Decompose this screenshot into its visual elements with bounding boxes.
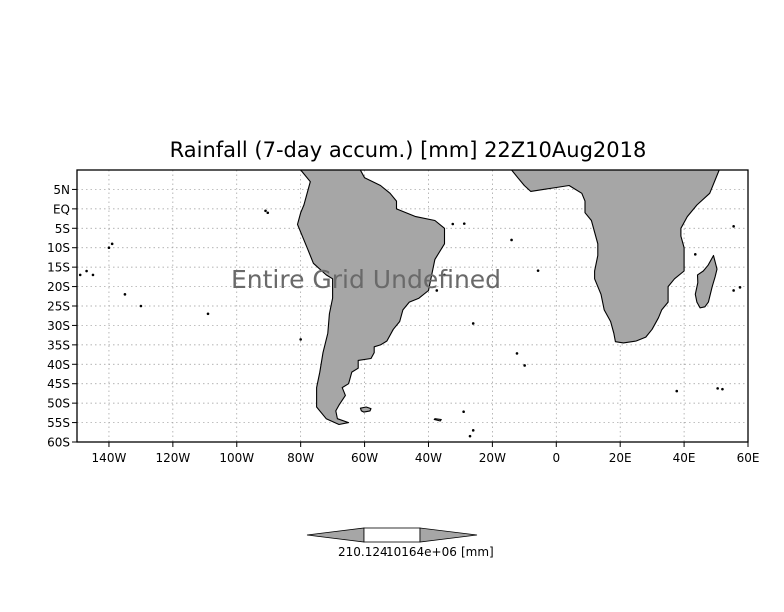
map-title: Rainfall (7-day accum.) [mm] 22Z10Aug201… <box>170 138 647 162</box>
island-dot <box>738 286 742 289</box>
y-tick-label: 55S <box>47 416 70 430</box>
colorbar: 210.124 10164e+06 [mm] <box>306 527 494 559</box>
island-dot <box>123 293 127 296</box>
x-tick-label: 120W <box>155 451 190 465</box>
island-dot <box>510 238 513 242</box>
colorbar-right-triangle <box>419 527 478 543</box>
island-dot <box>716 387 719 390</box>
y-tick-label: 15S <box>47 261 70 275</box>
x-axis-ticks: 140W 120W 100W 80W 60W 40W 20W 0 20E 40E 60E <box>92 442 760 465</box>
colorbar-label-value: 210.124 <box>338 545 388 559</box>
y-tick-label: 5N <box>53 183 70 197</box>
island-dot <box>110 242 114 246</box>
falkland-islands <box>359 406 372 413</box>
africa-landmass <box>510 170 720 344</box>
x-tick-label: 100W <box>219 451 254 465</box>
y-tick-label: 10S <box>47 241 70 255</box>
island-dot <box>756 283 759 286</box>
madagascar-landmass <box>694 254 718 309</box>
y-tick-label: 20S <box>47 280 70 294</box>
island-dot <box>451 222 455 226</box>
colorbar-label-value-overlap: 10164e+06 <box>386 545 457 559</box>
colorbar-middle-box <box>363 527 421 543</box>
y-tick-label: 40S <box>47 358 70 372</box>
x-tick-label: 40W <box>415 451 442 465</box>
island-dot <box>85 269 88 273</box>
island-dot <box>91 273 95 277</box>
south-america-landmass <box>296 170 446 426</box>
small-islands <box>78 209 759 438</box>
y-axis-ticks: 5N EQ 5S 10S 15S 20S 25S 30S 35S 40S 45S 50S 55S 60S <box>47 183 77 450</box>
x-tick-label: 20W <box>479 451 506 465</box>
island-dot <box>732 289 735 292</box>
island-dot <box>515 352 519 355</box>
land-masses <box>296 170 720 426</box>
map-area: 140W 120W 100W 80W 60W 40W 20W 0 20E 40E 60E 5NEQ5… <box>47 169 760 465</box>
y-tick-label: 60S <box>47 436 70 450</box>
island-dot <box>468 434 472 438</box>
x-tick-label: 40E <box>673 451 696 465</box>
island-dot <box>266 211 270 215</box>
island-dot <box>675 389 679 393</box>
colorbar-unit: [mm] <box>461 545 494 559</box>
island-dot <box>721 387 724 391</box>
y-tick-label: 50S <box>47 397 70 411</box>
island-dot <box>443 273 446 277</box>
island-dot <box>435 289 439 292</box>
x-tick-label: 60W <box>351 451 378 465</box>
island-dot <box>523 364 526 367</box>
island-dot <box>299 338 302 341</box>
island-dot <box>107 246 111 250</box>
island-dot <box>264 209 267 213</box>
colorbar-left-triangle <box>306 527 365 543</box>
x-tick-label: 140W <box>92 451 127 465</box>
y-tick-label: 45S <box>47 377 70 391</box>
x-tick-label: 80W <box>287 451 314 465</box>
island-dot <box>462 222 466 225</box>
island-dot <box>471 322 475 325</box>
undefined-grid-message: Entire Grid Undefined <box>231 265 501 294</box>
south-georgia-island <box>433 418 442 422</box>
island-dot <box>693 253 697 256</box>
y-tick-label: 35S <box>47 338 70 352</box>
island-dot <box>462 410 465 413</box>
island-dot <box>471 429 475 432</box>
island-dot <box>78 273 82 277</box>
x-tick-label: 0 <box>552 451 560 465</box>
x-tick-label: 60E <box>737 451 760 465</box>
y-tick-label: EQ <box>53 202 70 216</box>
y-tick-label: 30S <box>47 319 70 333</box>
island-dot <box>732 225 735 228</box>
y-tick-label: 25S <box>47 300 70 314</box>
island-dot <box>206 312 210 316</box>
y-tick-label: 5S <box>55 222 70 236</box>
x-tick-label: 20E <box>609 451 632 465</box>
island-dot <box>536 269 540 272</box>
island-dot <box>139 304 143 308</box>
